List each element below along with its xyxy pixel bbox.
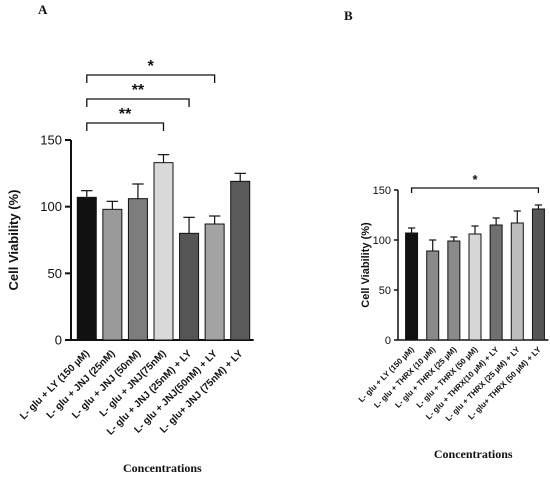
bar — [531, 208, 545, 341]
x-axis-label: Concentrations — [434, 447, 513, 461]
significance-bracket — [410, 187, 540, 193]
panel-label: A — [38, 2, 48, 17]
y-tick-label: 100 — [373, 235, 391, 247]
significance-marker: ** — [132, 82, 145, 99]
y-tick-label: 100 — [40, 199, 62, 214]
y-axis-label: Cell Viability (%) — [6, 190, 21, 291]
bar — [230, 180, 251, 341]
y-axis-label: Cell Viability (%) — [360, 222, 372, 308]
y-tick-label: 50 — [48, 266, 62, 281]
y-tick-label: 0 — [385, 335, 391, 347]
bar — [510, 222, 524, 341]
bar — [153, 162, 174, 341]
y-tick-label: 150 — [40, 133, 62, 148]
significance-marker: * — [148, 58, 155, 75]
bar — [76, 196, 97, 341]
significance-bracket — [86, 98, 190, 107]
bar — [489, 224, 503, 341]
x-axis-label: Concentrations — [123, 461, 202, 475]
y-tick-label: 0 — [55, 333, 62, 348]
significance-bracket — [86, 74, 216, 83]
bar — [102, 208, 123, 341]
bar — [426, 250, 440, 341]
y-tick-label: 150 — [373, 185, 391, 197]
panel-label: B — [344, 8, 353, 23]
bar — [447, 240, 461, 341]
bar — [405, 232, 419, 341]
significance-bracket — [86, 122, 165, 131]
bar — [204, 223, 225, 341]
significance-marker: ** — [119, 106, 132, 123]
y-tick-label: 50 — [379, 285, 391, 297]
bar — [179, 232, 200, 341]
significance-marker: * — [472, 172, 478, 187]
bar — [127, 198, 148, 341]
bar — [468, 233, 482, 341]
